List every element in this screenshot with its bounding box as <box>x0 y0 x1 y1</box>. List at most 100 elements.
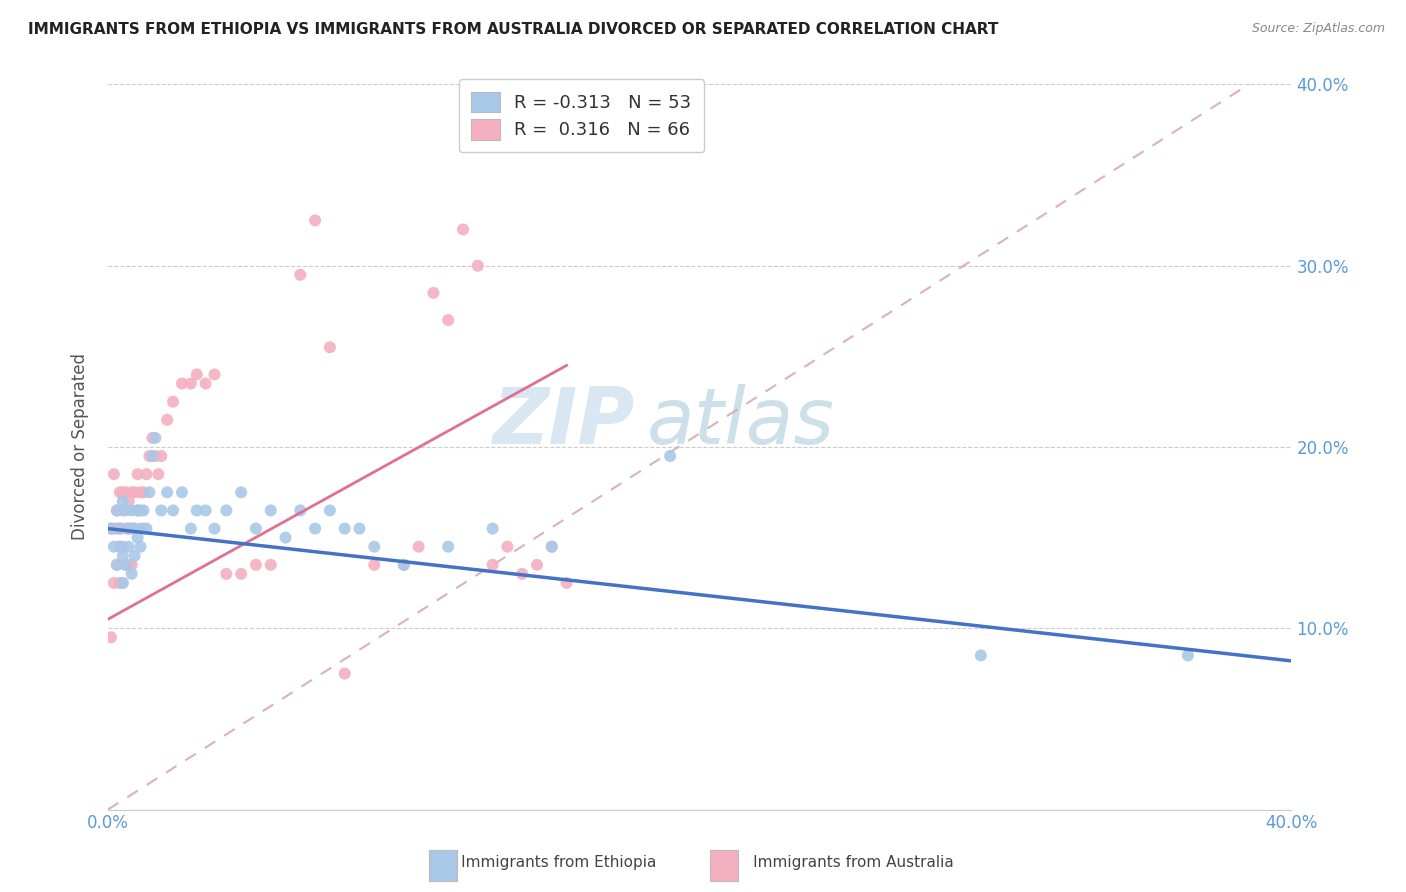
Point <box>481 522 503 536</box>
Point <box>105 558 128 572</box>
Point <box>180 376 202 391</box>
Point <box>150 503 173 517</box>
Point <box>111 549 134 563</box>
Point <box>555 576 578 591</box>
Point <box>132 522 155 536</box>
Point <box>1177 648 1199 663</box>
Point <box>114 485 136 500</box>
Point <box>118 522 141 536</box>
Point <box>129 522 152 536</box>
Point <box>148 467 170 482</box>
Point <box>111 576 134 591</box>
Point <box>111 485 134 500</box>
Point <box>108 485 131 500</box>
Point <box>129 485 152 500</box>
Point <box>215 503 238 517</box>
Point <box>333 666 356 681</box>
Point <box>114 558 136 572</box>
Point <box>103 540 125 554</box>
Text: IMMIGRANTS FROM ETHIOPIA VS IMMIGRANTS FROM AUSTRALIA DIVORCED OR SEPARATED CORR: IMMIGRANTS FROM ETHIOPIA VS IMMIGRANTS F… <box>28 22 998 37</box>
Text: ZIP: ZIP <box>492 384 634 459</box>
Point <box>135 467 157 482</box>
Point <box>150 449 173 463</box>
Point <box>215 566 238 581</box>
Point <box>510 566 533 581</box>
Point <box>451 222 474 236</box>
Legend: R = -0.313   N = 53, R =  0.316   N = 66: R = -0.313 N = 53, R = 0.316 N = 66 <box>458 79 704 153</box>
Point <box>121 522 143 536</box>
Point <box>135 522 157 536</box>
Point <box>138 449 160 463</box>
Text: Source: ZipAtlas.com: Source: ZipAtlas.com <box>1251 22 1385 36</box>
Point <box>129 540 152 554</box>
Point <box>204 368 226 382</box>
Point <box>363 540 385 554</box>
Point <box>194 376 217 391</box>
Point <box>127 467 149 482</box>
Point <box>111 576 134 591</box>
Point <box>118 540 141 554</box>
Text: Immigrants from Australia: Immigrants from Australia <box>720 855 953 870</box>
Point <box>333 522 356 536</box>
Point <box>260 558 283 572</box>
Point <box>124 549 146 563</box>
Point <box>127 503 149 517</box>
Point <box>526 558 548 572</box>
Point <box>304 522 326 536</box>
Point <box>108 522 131 536</box>
Point <box>100 630 122 644</box>
Point <box>467 259 489 273</box>
Point <box>170 485 193 500</box>
Point <box>111 494 134 508</box>
Point <box>231 566 253 581</box>
Point <box>170 376 193 391</box>
Point <box>156 413 179 427</box>
Point <box>194 503 217 517</box>
Point <box>108 576 131 591</box>
Point <box>659 449 682 463</box>
Point <box>127 531 149 545</box>
Point <box>129 503 152 517</box>
Point <box>319 340 342 354</box>
Point <box>141 449 163 463</box>
Text: Immigrants from Ethiopia: Immigrants from Ethiopia <box>426 855 657 870</box>
Point <box>103 576 125 591</box>
Point <box>319 503 342 517</box>
Point <box>260 503 283 517</box>
Point <box>132 503 155 517</box>
Point <box>540 540 562 554</box>
Point <box>363 558 385 572</box>
Point <box>121 485 143 500</box>
Point <box>118 494 141 508</box>
Point <box>290 503 312 517</box>
Point <box>114 522 136 536</box>
Point <box>124 485 146 500</box>
Point <box>121 566 143 581</box>
Point <box>114 558 136 572</box>
Point <box>132 485 155 500</box>
Point <box>121 558 143 572</box>
Point <box>114 503 136 517</box>
Point <box>970 648 993 663</box>
Point <box>108 522 131 536</box>
Text: atlas: atlas <box>647 384 834 459</box>
Point <box>349 522 371 536</box>
Point <box>105 522 128 536</box>
Point <box>105 503 128 517</box>
Point <box>127 503 149 517</box>
Point <box>111 503 134 517</box>
Point <box>186 503 208 517</box>
Point <box>437 313 460 327</box>
Point <box>162 503 184 517</box>
Point <box>103 467 125 482</box>
Point <box>100 522 122 536</box>
Point <box>304 213 326 227</box>
Point <box>231 485 253 500</box>
Point <box>245 558 267 572</box>
Point <box>141 431 163 445</box>
Point <box>103 522 125 536</box>
Point <box>204 522 226 536</box>
Point <box>143 449 166 463</box>
Point <box>121 503 143 517</box>
Point <box>162 394 184 409</box>
